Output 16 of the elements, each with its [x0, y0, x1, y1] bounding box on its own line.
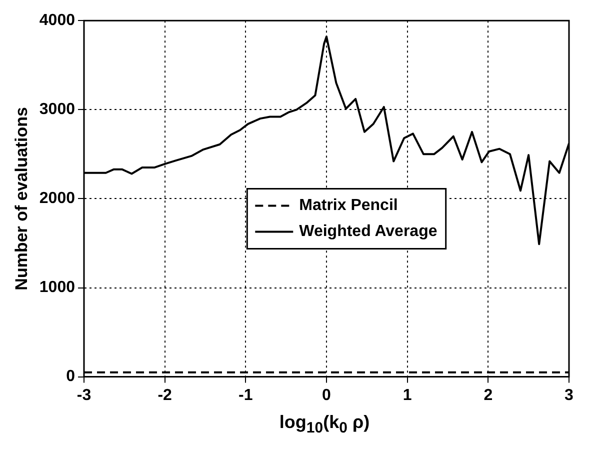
x-axis-title: log$_{10}$(k$_{0}$ ρ)	[278, 412, 371, 437]
x-tick-label: -2	[158, 386, 172, 404]
y-tick-label: 2000	[39, 190, 76, 208]
legend-label: Weighted Average	[299, 223, 438, 240]
y-tick-label: 3000	[39, 101, 76, 118]
x-tick-label: 3	[564, 386, 574, 404]
x-tick-label: 2	[484, 386, 493, 404]
legend-label: Matrix Pencil	[299, 197, 398, 214]
x-tick-label: -3	[76, 386, 92, 404]
y-tick-label: 4000	[39, 12, 76, 30]
x-tick-label: -1	[238, 386, 253, 404]
x-tick-label: 0	[322, 386, 332, 404]
y-tick-label: 0	[66, 368, 76, 386]
y-axis-title: Number of evaluations	[12, 107, 31, 290]
x-tick-label: 1	[402, 386, 412, 404]
y-tick-label: 1000	[39, 279, 76, 296]
